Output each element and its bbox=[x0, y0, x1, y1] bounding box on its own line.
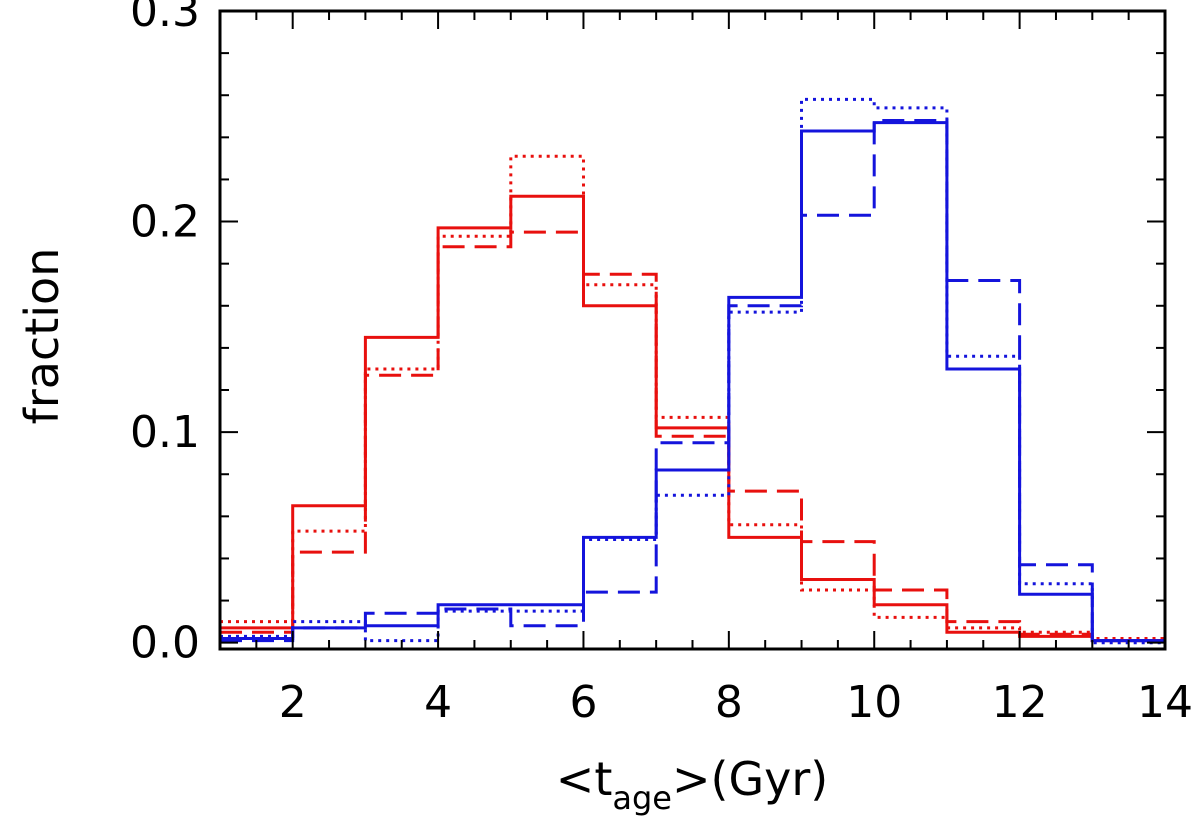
series-red-solid bbox=[220, 194, 1165, 643]
ticks-layer bbox=[219, 10, 1166, 649]
y-axis-label: fraction bbox=[15, 248, 69, 425]
series-red-dotted bbox=[220, 154, 1165, 640]
x-axis-label-subscript: age bbox=[612, 779, 672, 817]
x-axis-label-main: <t bbox=[556, 752, 613, 806]
x-tick-label: 4 bbox=[424, 677, 452, 728]
y-tick-label: 0.2 bbox=[130, 197, 200, 248]
y-tick-label: 0.0 bbox=[130, 618, 200, 669]
series-blue-dashed bbox=[220, 119, 1165, 643]
x-axis-label-tail: >(Gyr) bbox=[672, 752, 828, 806]
plot-frame bbox=[218, 9, 1167, 651]
series-blue-dotted bbox=[220, 97, 1165, 645]
labels-layer: 2 4 6 8 10 12 14 0.0 0.1 0.2 0.3 bbox=[130, 0, 1193, 728]
series-layer bbox=[220, 97, 1165, 645]
x-tick-label: 2 bbox=[279, 677, 307, 728]
x-tick-label: 10 bbox=[846, 677, 902, 728]
series-red-dashed bbox=[220, 230, 1165, 643]
x-tick-label: 14 bbox=[1137, 677, 1193, 728]
x-tick-label: 12 bbox=[992, 677, 1048, 728]
y-tick-label: 0.3 bbox=[130, 0, 200, 37]
series-blue-solid bbox=[220, 121, 1165, 643]
x-axis-label: <tage>(Gyr) bbox=[556, 752, 828, 817]
x-tick-label: 8 bbox=[715, 677, 743, 728]
x-tick-label: 6 bbox=[569, 677, 597, 728]
y-tick-label: 0.1 bbox=[130, 407, 200, 458]
